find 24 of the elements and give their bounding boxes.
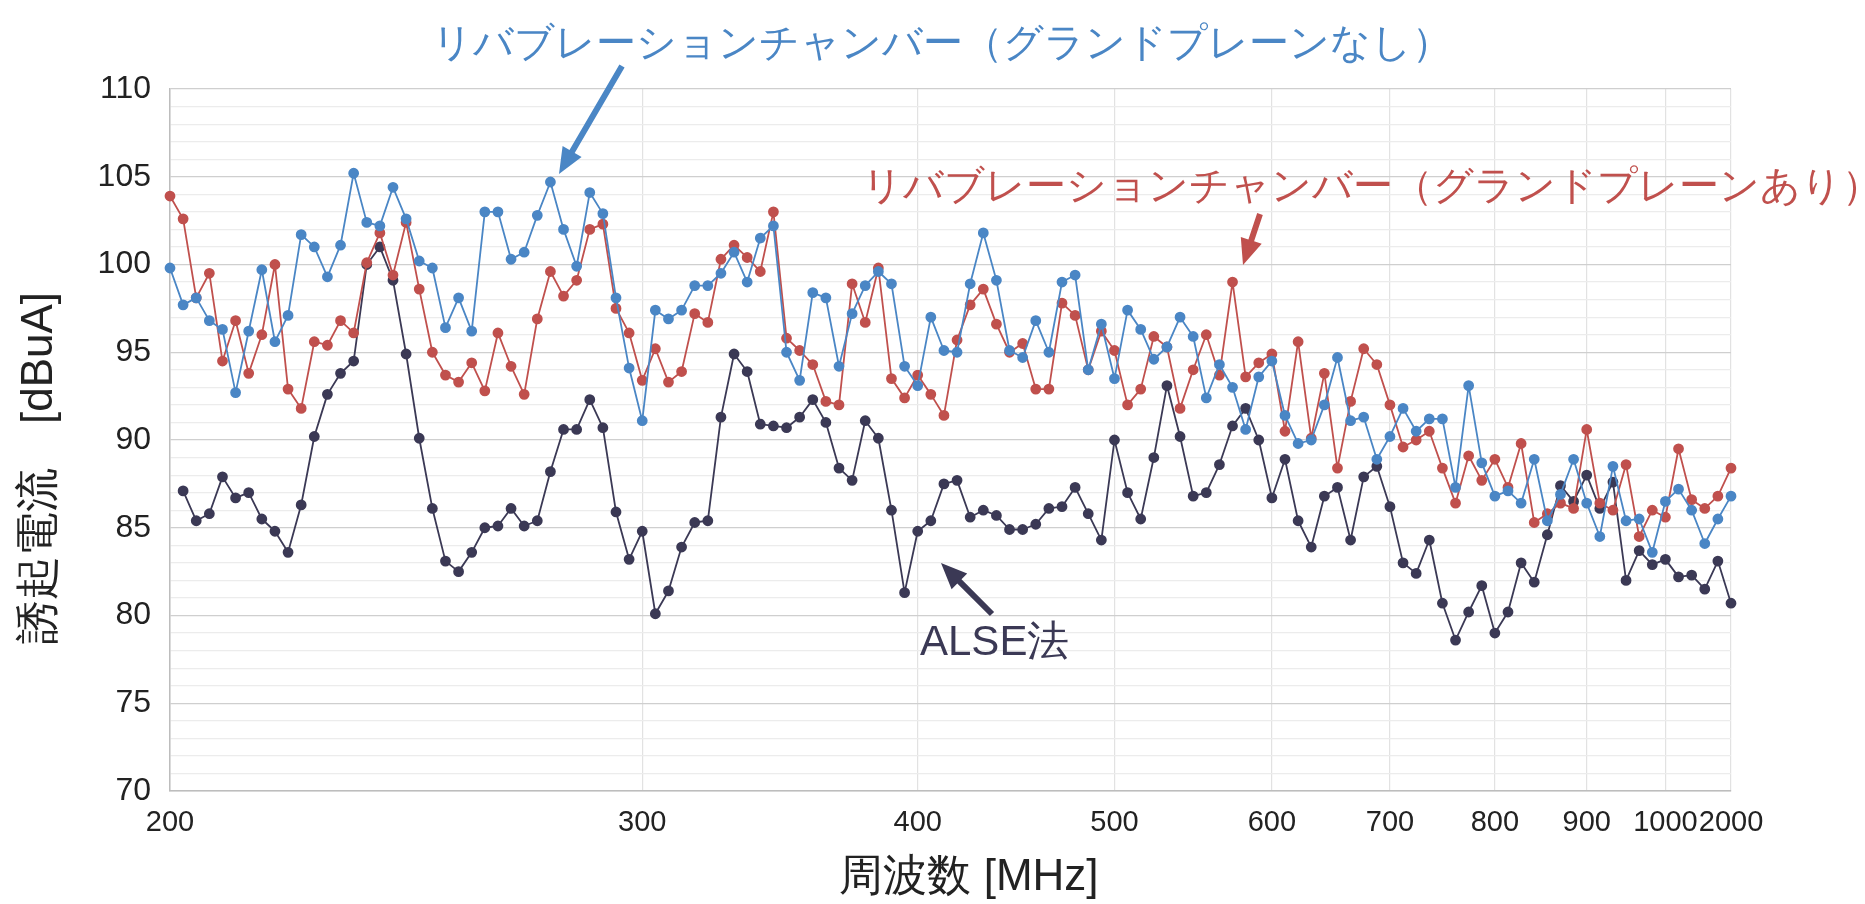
y-tick-label: 85 <box>115 507 151 544</box>
y-tick-label: 90 <box>115 419 151 456</box>
y-tick-label: 100 <box>97 244 151 281</box>
y-tick-label: 110 <box>99 68 151 105</box>
legend-label: ALSE法 <box>920 616 1070 664</box>
y-tick-label: 105 <box>97 156 151 193</box>
y-axis-title: 誘起電流 [dBuA] <box>12 291 62 645</box>
x-tick-label: 400 <box>893 805 942 838</box>
series-label: リバブレーションチャンバー（グランドプレーンあり） <box>862 163 1865 208</box>
text: リバブレーションチャンバー（グランドプレーンなし） <box>432 20 1452 65</box>
x-axis-title: 周波数 [MHz] <box>839 850 1099 900</box>
x-tick-label: 300 <box>618 805 667 838</box>
x-tick-label: 500 <box>1090 805 1139 838</box>
y-tick-label: 80 <box>115 595 151 632</box>
y-tick-label: 70 <box>115 770 151 807</box>
x-tick-label: 200 <box>145 805 195 838</box>
x-tick-label: 700 <box>1365 805 1415 838</box>
x-tick-label: 2000 <box>1698 805 1764 838</box>
x-tick-label: 600 <box>1247 805 1297 838</box>
y-tick-label: 95 <box>115 332 151 369</box>
y-tick-label: 75 <box>115 683 151 720</box>
x-tick-label: 800 <box>1470 805 1520 838</box>
x-tick-label: 1000 <box>1633 805 1698 838</box>
x-tick-label: 900 <box>1562 805 1611 838</box>
